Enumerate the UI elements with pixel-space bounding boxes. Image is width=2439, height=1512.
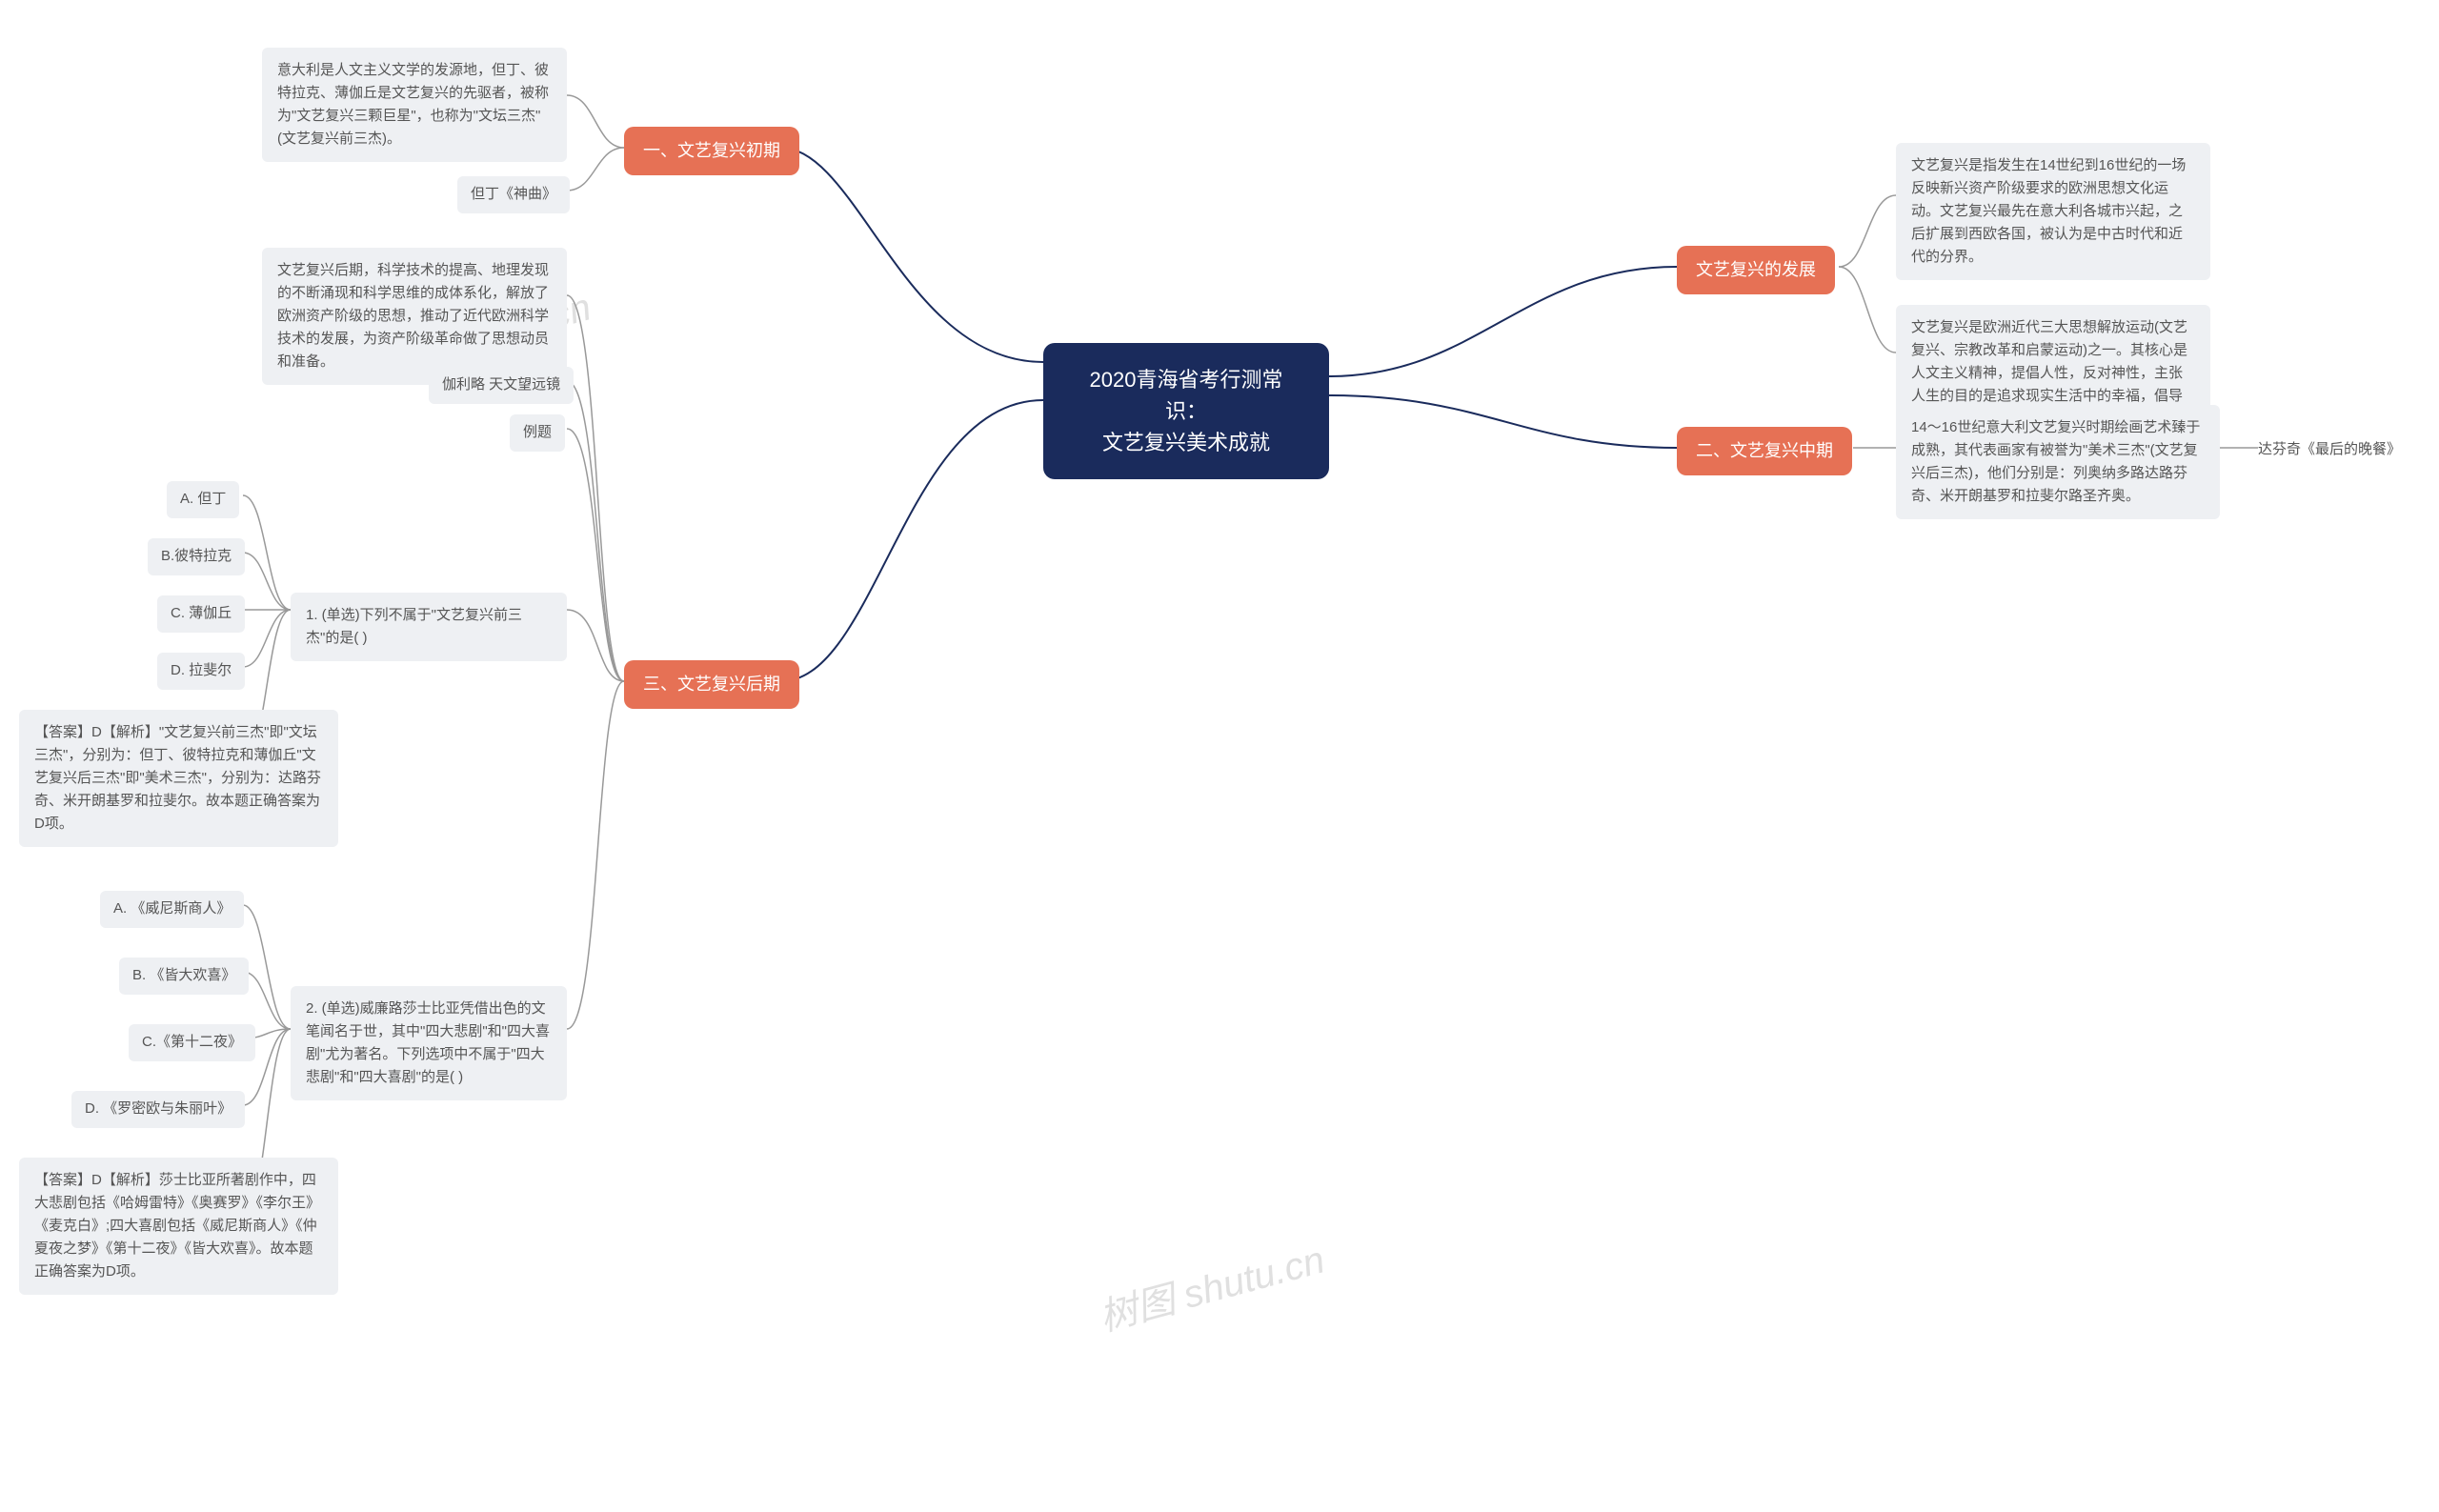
middle-detail: 14～16世纪意大利文艺复兴时期绘画艺术臻于成熟，其代表画家有被誉为"美术三杰"…: [1896, 405, 2220, 519]
middle-leaf: 达芬奇《最后的晚餐》: [2258, 438, 2401, 461]
q1-opt-d: D. 拉斐尔: [157, 653, 245, 690]
q2-opt-b: B. 《皆大欢喜》: [119, 958, 249, 995]
dev-detail-1: 文艺复兴是指发生在14世纪到16世纪的一场反映新兴资产阶级要求的欧洲思想文化运动…: [1896, 143, 2210, 280]
q1-opt-a: A. 但丁: [167, 481, 239, 518]
q2-stem: 2. (单选)威廉路莎士比亚凭借出色的文笔闻名于世，其中"四大悲剧"和"四大喜剧…: [291, 986, 567, 1100]
q2-opt-a: A. 《威尼斯商人》: [100, 891, 244, 928]
q2-answer: 【答案】D【解析】莎士比亚所著剧作中，四大悲剧包括《哈姆雷特》《奥赛罗》《李尔王…: [19, 1158, 338, 1295]
late-detail-2: 伽利略 天文望远镜: [429, 367, 574, 404]
q1-stem: 1. (单选)下列不属于"文艺复兴前三杰"的是( ): [291, 593, 567, 661]
center-line2: 文艺复兴美术成就: [1102, 431, 1270, 454]
branch-late: 三、文艺复兴后期: [624, 660, 799, 709]
q2-opt-d: D. 《罗密欧与朱丽叶》: [71, 1091, 245, 1128]
watermark-2: 树图 shutu.cn: [1093, 1229, 1330, 1342]
late-detail-1: 文艺复兴后期，科学技术的提高、地理发现的不断涌现和科学思维的成体系化，解放了欧洲…: [262, 248, 567, 385]
early-detail-1: 意大利是人文主义文学的发源地，但丁、彼特拉克、薄伽丘是文艺复兴的先驱者，被称为"…: [262, 48, 567, 162]
center-node: 2020青海省考行测常识： 文艺复兴美术成就: [1043, 343, 1329, 479]
q1-opt-b: B.彼特拉克: [148, 538, 245, 575]
early-detail-2: 但丁《神曲》: [457, 176, 570, 213]
late-detail-3: 例题: [510, 414, 565, 452]
branch-dev: 文艺复兴的发展: [1677, 246, 1835, 294]
q1-opt-c: C. 薄伽丘: [157, 595, 245, 633]
center-line1: 2020青海省考行测常识：: [1090, 368, 1283, 423]
q1-answer: 【答案】D【解析】"文艺复兴前三杰"即"文坛三杰"，分别为：但丁、彼特拉克和薄伽…: [19, 710, 338, 847]
branch-early: 一、文艺复兴初期: [624, 127, 799, 175]
branch-middle: 二、文艺复兴中期: [1677, 427, 1852, 475]
q2-opt-c: C.《第十二夜》: [129, 1024, 255, 1061]
